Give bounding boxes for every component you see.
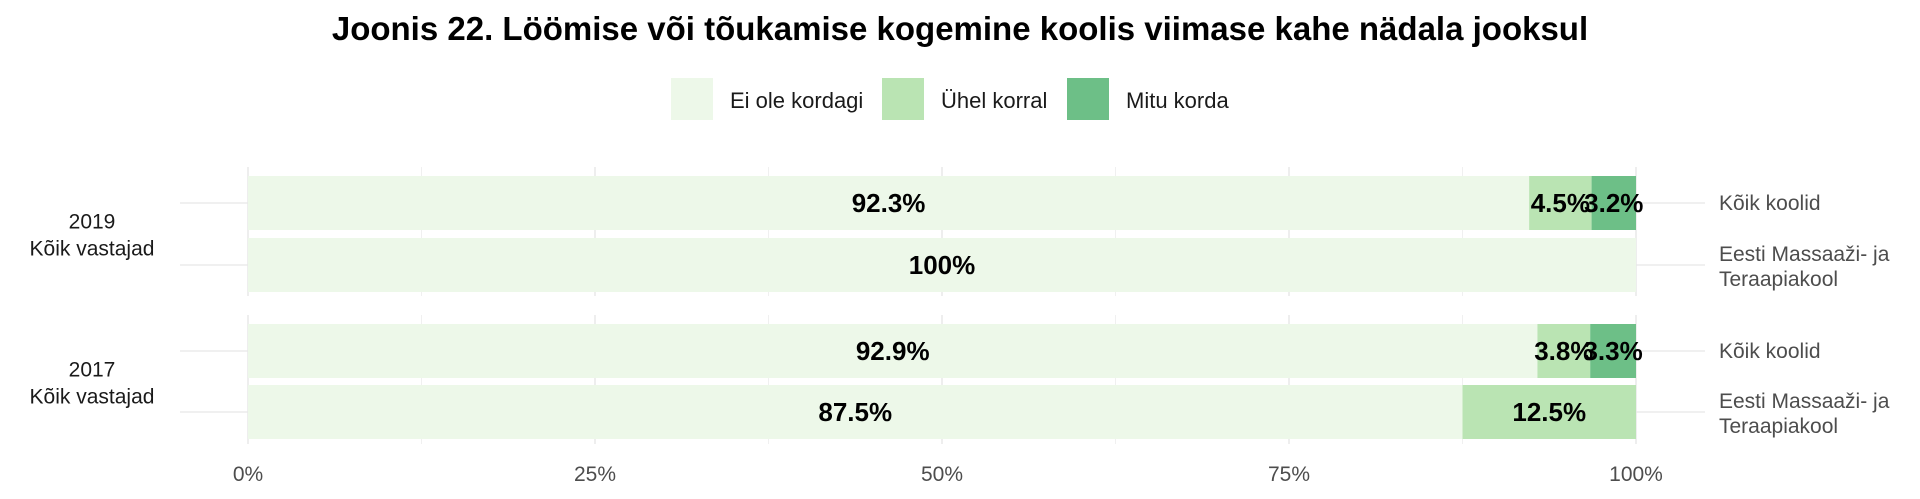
x-tick-label: 50% [921,463,963,486]
panel-label-group: Kõik vastajad [30,238,155,261]
bar-segment [248,238,1636,292]
bar-segment [1529,176,1592,230]
row-label: Eesti Massaaži- ja [1719,390,1890,413]
bar-segment [1590,324,1636,378]
row-label: Kõik koolid [1719,340,1821,363]
legend-swatch-2 [882,78,924,120]
row-label: Teraapiakool [1719,415,1838,438]
bar-segment [1591,176,1636,230]
data-label: 3.8% [1534,336,1593,366]
data-label: 92.3% [852,188,926,218]
bar-segment [248,324,1538,378]
bar-segment [1462,385,1636,439]
data-label: 3.2% [1584,188,1643,218]
data-label: 12.5% [1512,397,1586,427]
data-label: 87.5% [818,397,892,427]
panel-label-year: 2019 [69,211,116,234]
data-label: 3.3% [1583,336,1642,366]
panel-label-group: Kõik vastajad [30,386,155,409]
bar-segment [1537,324,1591,378]
chart-title: Joonis 22. Löömise või tõukamise kogemin… [332,10,1588,47]
x-tick-label: 100% [1609,463,1663,486]
row-label: Teraapiakool [1719,268,1838,291]
legend-swatch-3 [1067,78,1109,120]
row-label: Kõik koolid [1719,192,1821,215]
legend: Ei ole kordagi Ühel korral Mitu korda [671,78,1229,120]
data-label: 100% [909,250,976,280]
bar-segment [248,385,1463,439]
x-tick-label: 75% [1268,463,1310,486]
x-tick-label: 25% [574,463,616,486]
panel-label-year: 2017 [69,359,116,382]
x-tick-label: 0% [233,463,263,486]
bar-segment [248,176,1530,230]
row-label: Eesti Massaaži- ja [1719,243,1890,266]
data-label: 4.5% [1531,188,1590,218]
legend-label-2: Ühel korral [941,88,1047,113]
legend-label-1: Ei ole kordagi [730,88,863,113]
data-label: 92.9% [856,336,930,366]
data-labels: 92.3% 4.5%3.2% 100% 92.9% 3.8%3.3% 87.5% 12.5% [818,188,1643,427]
axes: 2019 Kõik vastajad Kõik koolid Eesti Massaa… [30,192,1890,486]
legend-swatch-1 [671,78,713,120]
legend-label-3: Mitu korda [1126,88,1229,113]
bars [248,176,1636,439]
